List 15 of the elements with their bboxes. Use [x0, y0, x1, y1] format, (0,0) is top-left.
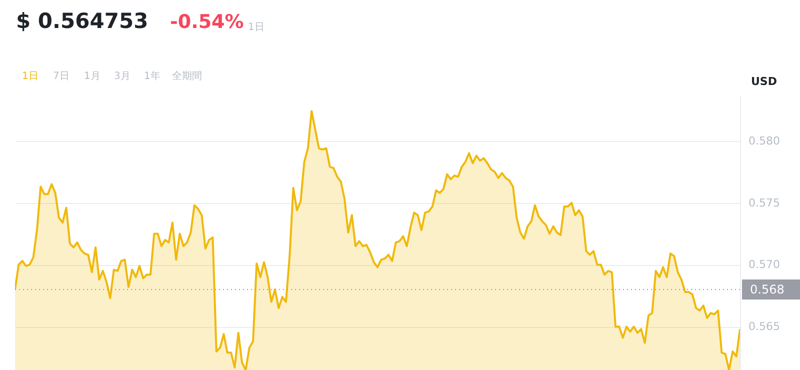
text: 1年: [144, 70, 160, 82]
ref-line-label: 0.568: [750, 282, 784, 296]
text: 1日: [248, 22, 264, 33]
chart-title: $ 0.564753: [16, 9, 148, 33]
text: 7日: [53, 71, 70, 82]
y-tick-label: 0.580: [748, 134, 780, 148]
text: 1日: [22, 71, 38, 82]
text: 3月: [114, 71, 130, 82]
text: 全期間: [172, 70, 202, 82]
y-axis-title: USD: [751, 75, 777, 88]
chart-subtitle: -0.54%: [170, 11, 244, 33]
y-tick-label: 0.575: [748, 196, 780, 210]
y-tick-label: 0.565: [748, 320, 780, 334]
y-tick-label: 0.570: [748, 258, 780, 272]
text: 1月: [84, 71, 100, 82]
